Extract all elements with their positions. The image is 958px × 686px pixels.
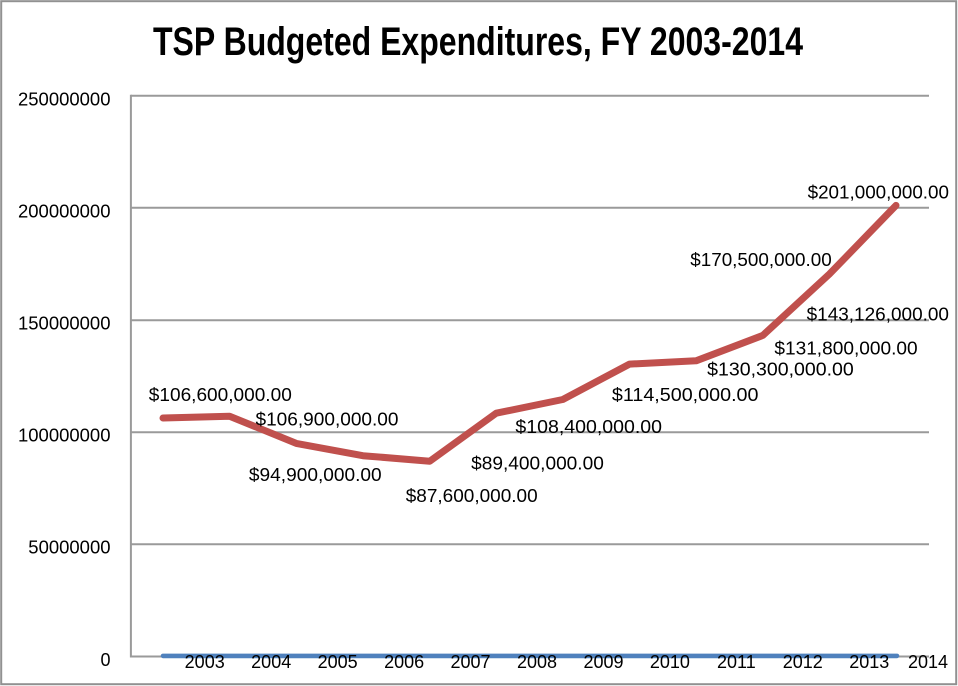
svg-text:$131,800,000.00: $131,800,000.00	[774, 339, 917, 359]
svg-text:0: 0	[100, 650, 110, 670]
svg-text:150000000: 150000000	[18, 314, 111, 334]
svg-text:2006: 2006	[384, 652, 424, 672]
svg-text:2014: 2014	[908, 652, 948, 672]
svg-text:2004: 2004	[251, 652, 291, 672]
svg-text:$143,126,000.00: $143,126,000.00	[807, 305, 949, 325]
svg-text:2005: 2005	[318, 652, 358, 672]
svg-text:$108,400,000.00: $108,400,000.00	[515, 417, 662, 437]
svg-text:$106,600,000.00: $106,600,000.00	[149, 385, 292, 405]
svg-text:TSP Budgeted Expenditures, FY: TSP Budgeted Expenditures, FY 2003-2014	[153, 20, 804, 64]
svg-text:200000000: 200000000	[18, 202, 111, 222]
svg-text:50000000: 50000000	[28, 538, 110, 558]
svg-text:$130,300,000.00: $130,300,000.00	[707, 359, 854, 379]
svg-text:2008: 2008	[517, 652, 557, 672]
svg-text:$89,400,000.00: $89,400,000.00	[471, 454, 604, 474]
svg-text:2012: 2012	[783, 652, 823, 672]
svg-text:2003: 2003	[185, 652, 225, 672]
svg-text:$94,900,000.00: $94,900,000.00	[249, 465, 382, 485]
svg-text:$114,500,000.00: $114,500,000.00	[612, 385, 759, 405]
svg-text:$87,600,000.00: $87,600,000.00	[406, 486, 538, 506]
svg-text:2013: 2013	[849, 652, 889, 672]
svg-text:2010: 2010	[650, 652, 690, 672]
svg-text:2011: 2011	[717, 652, 756, 672]
svg-text:100000000: 100000000	[18, 426, 111, 446]
svg-text:2009: 2009	[583, 652, 623, 672]
svg-text:250000000: 250000000	[18, 90, 111, 110]
svg-text:2007: 2007	[450, 652, 490, 672]
svg-text:$170,500,000.00: $170,500,000.00	[690, 250, 832, 270]
svg-text:$201,000,000.00: $201,000,000.00	[808, 182, 949, 202]
svg-text:$106,900,000.00: $106,900,000.00	[256, 410, 399, 430]
